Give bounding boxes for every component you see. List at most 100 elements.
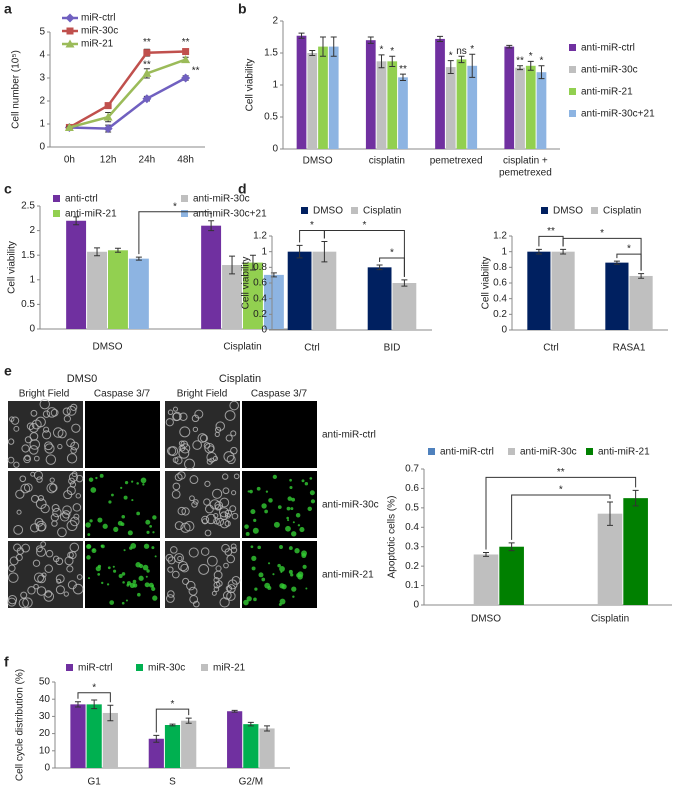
cell [109, 600, 115, 605]
error-bar [74, 701, 81, 708]
cell [279, 545, 283, 549]
error-bar [309, 49, 316, 57]
y-tick-label: 1 [39, 119, 45, 130]
cell [69, 516, 80, 527]
cell [36, 545, 43, 553]
legend-label: Cisplatin [363, 206, 401, 217]
significance-label: * [449, 50, 453, 61]
error-bar [94, 247, 101, 257]
cell [244, 524, 249, 529]
error-bar [527, 60, 534, 71]
x-tick-label: Ctrl [304, 343, 320, 354]
legend-label: miR-30c [81, 26, 118, 37]
cell [24, 454, 31, 462]
cell [97, 517, 103, 523]
point [181, 55, 191, 64]
bar [108, 250, 128, 329]
cell [146, 569, 150, 573]
bar [536, 72, 547, 149]
bar [435, 38, 445, 149]
bar [307, 53, 318, 149]
cell [231, 575, 241, 585]
bar [86, 704, 102, 768]
x-tick-label: cisplatin [369, 156, 405, 167]
cell [113, 526, 119, 532]
cell [297, 574, 303, 580]
cell [186, 580, 196, 591]
bar [515, 67, 525, 149]
bar [623, 498, 648, 605]
cell [85, 522, 91, 528]
cell [44, 441, 53, 451]
cell [33, 455, 40, 462]
cell [101, 581, 104, 585]
cell [123, 495, 128, 500]
cell [22, 597, 33, 608]
point [142, 94, 152, 104]
legend-label: anti-miR-ctrl [581, 43, 635, 54]
cell [180, 563, 189, 573]
cell [249, 489, 253, 494]
cell [151, 584, 155, 588]
cell [279, 566, 285, 572]
cell [193, 499, 199, 505]
cell [193, 600, 200, 608]
cell [224, 410, 236, 421]
cell [165, 594, 175, 603]
legend-marker [65, 39, 75, 48]
cell [204, 529, 212, 537]
error-bar [508, 542, 515, 552]
cell [37, 495, 45, 502]
channel-label: Caspase 3/7 [94, 389, 151, 400]
point [142, 68, 152, 77]
legend-label: DMSO [313, 206, 343, 217]
y-tick-label: 0.5 [264, 112, 278, 123]
cell [223, 562, 229, 569]
y-tick-label: 0.1 [405, 580, 419, 591]
legend-label: miR-21 [81, 39, 114, 50]
y-tick-label: 2.5 [21, 201, 35, 212]
legend-marker [65, 13, 75, 23]
cell [224, 512, 231, 519]
cell [56, 578, 62, 584]
micrograph [242, 401, 317, 468]
cell [170, 546, 178, 554]
y-tick-label: 1 [29, 274, 35, 285]
point [103, 112, 113, 121]
cell [21, 444, 30, 453]
cell [8, 572, 19, 583]
significance-bracket [299, 229, 325, 243]
cell [174, 521, 184, 531]
cell [13, 425, 20, 432]
cell [215, 565, 222, 572]
cell [261, 503, 267, 509]
cell [184, 458, 195, 470]
y-tick-label: 0 [44, 763, 50, 774]
y-tick-label: 0.2 [253, 309, 267, 320]
cell [231, 490, 237, 496]
y-tick-label: 1.2 [493, 231, 507, 242]
x-tick-label: DMSO [303, 156, 333, 167]
cell [118, 574, 123, 579]
cell [214, 426, 222, 433]
cell [302, 564, 307, 569]
cell [179, 443, 191, 454]
cell [57, 429, 67, 439]
cell [44, 443, 55, 454]
point [64, 122, 74, 131]
cell [35, 416, 46, 428]
error-bar [613, 260, 620, 265]
cell [8, 416, 15, 422]
cell [226, 591, 236, 601]
cell [224, 509, 233, 517]
cell [194, 409, 204, 419]
cell [265, 490, 269, 493]
error-bar [538, 65, 545, 80]
cell [34, 517, 44, 527]
error-bar [458, 55, 465, 64]
cell [286, 516, 289, 520]
error-bar [264, 725, 271, 732]
cell [165, 418, 174, 427]
significance-bracket [138, 211, 212, 255]
cell [129, 546, 133, 550]
